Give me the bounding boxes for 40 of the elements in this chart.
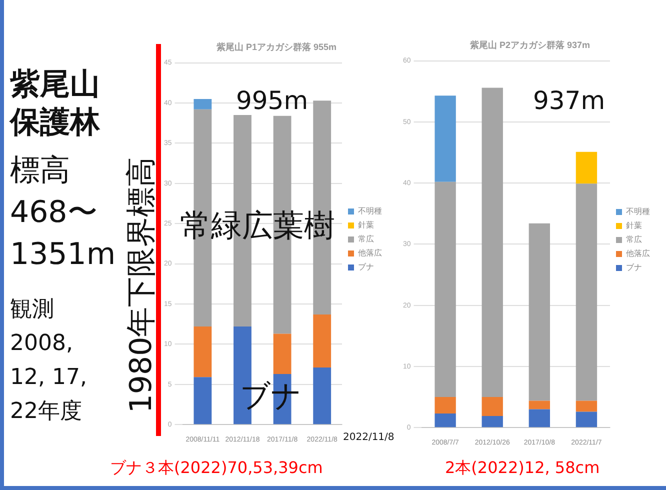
chart-title: 紫尾山 P1アカガシ群落 955m (215, 42, 337, 52)
legend-label: 他落広 (358, 248, 382, 258)
legend-label: ブナ (358, 262, 374, 272)
legend-label: 針葉 (358, 220, 374, 230)
text: 観測 2008, 12, 17, 22年度 (10, 296, 87, 426)
bar (434, 182, 456, 398)
annotation: 937m (533, 86, 606, 115)
bar (528, 400, 550, 410)
text: 1980年下限界標高 (124, 156, 160, 414)
bar (194, 326, 212, 378)
bar (434, 397, 456, 414)
bar (576, 412, 598, 428)
legend-label: 他落広 (626, 249, 650, 258)
bar (576, 152, 598, 184)
bar (482, 397, 503, 416)
bar (482, 88, 503, 398)
bar (528, 223, 550, 401)
chart-title: 紫尾山 P2アカガシ群落 937m (468, 40, 590, 50)
legend-label: ブナ (626, 263, 642, 272)
legend-label: 針葉 (626, 221, 642, 230)
bar (528, 409, 550, 428)
bar (313, 368, 332, 424)
bar (482, 416, 503, 428)
legend-label: 不明種 (626, 207, 650, 216)
bar (576, 184, 598, 401)
annotation: 995m (236, 86, 308, 115)
text: 紫尾山保護林 (10, 66, 101, 142)
text: ブナ３本(2022)70,53,39cm (110, 458, 323, 479)
bar (194, 98, 212, 110)
text: 標高 468〜 1351m (10, 152, 116, 274)
legend-label: 常広 (626, 235, 642, 244)
bar (273, 334, 292, 374)
text: 2本(2022)12, 58cm (445, 458, 600, 479)
legend-label: 不明種 (358, 206, 382, 216)
bar (434, 96, 456, 182)
bar (194, 377, 212, 424)
legend-label: 常広 (358, 234, 374, 244)
bar (576, 400, 598, 412)
bar (434, 414, 456, 428)
bar (313, 314, 332, 368)
